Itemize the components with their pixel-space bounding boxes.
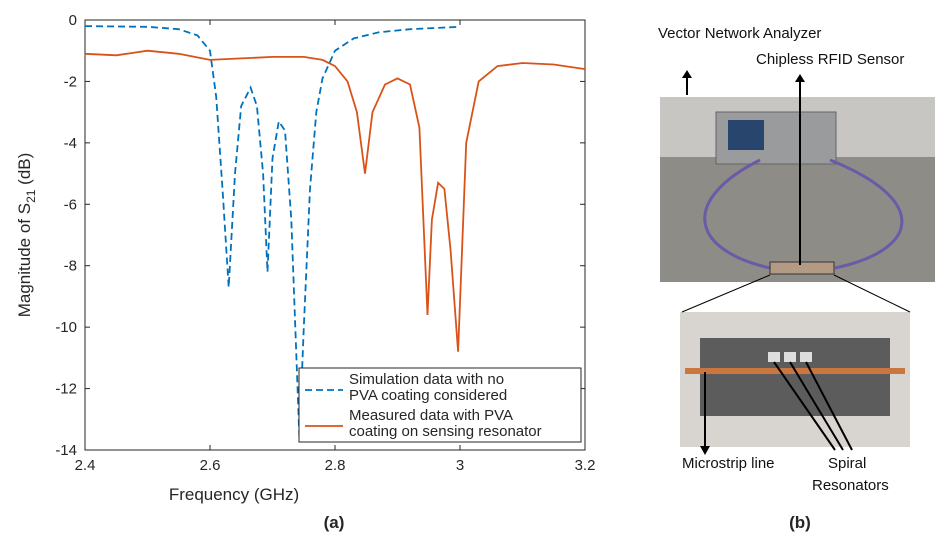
substrate [700, 338, 890, 416]
legend-line: coating on sensing resonator [349, 423, 542, 440]
x-tick-label: 3.2 [575, 457, 596, 474]
x-tick-label: 2.6 [200, 457, 221, 474]
arrow [773, 361, 853, 451]
x-tick-label: 3 [456, 457, 464, 474]
y-label-text: Magnitude of S [15, 203, 34, 317]
legend [298, 367, 582, 443]
photo [660, 70, 935, 455]
caption: (b) [789, 513, 811, 532]
label: Resonators [812, 477, 889, 494]
y-tick-label: -8 [64, 258, 77, 275]
x-axis-label: Frequency (GHz) [169, 485, 299, 504]
legend-line: Simulation data with no [349, 371, 504, 388]
label: Microstrip line [682, 455, 775, 472]
y-label-subscript: 21 [24, 189, 38, 203]
y-tick-label: 0 [69, 12, 77, 29]
y-tick-label: -14 [55, 442, 77, 459]
y-tick-label: -10 [55, 319, 77, 336]
y-tick-label: -4 [64, 135, 77, 152]
label: Vector Network Analyzer [658, 25, 821, 42]
x-tick-label: 2.8 [325, 457, 346, 474]
arrow-head [795, 74, 805, 82]
y-tick-label: -6 [64, 196, 77, 213]
x-tick-label: 2.4 [75, 457, 96, 474]
caption: (a) [324, 513, 345, 532]
arrow-head [700, 446, 710, 455]
y-tick-label: -2 [64, 73, 77, 90]
legend-label: Measured data with PVA coating on sensing… [349, 407, 542, 440]
legend-line: PVA coating considered [349, 387, 507, 404]
sensor [769, 261, 835, 275]
cable [703, 158, 904, 270]
resonator [768, 352, 780, 362]
zoom-line [833, 274, 911, 313]
arrow-head [682, 70, 692, 78]
y-tick-label: -12 [55, 381, 77, 398]
y-axis-label: Magnitude of S21 (dB) [15, 153, 38, 318]
legend-label: Simulation data with no PVA coating consi… [349, 371, 507, 404]
label: Chipless RFID Sensor [756, 51, 904, 68]
series-line [84, 25, 461, 438]
y-label-suffix: (dB) [15, 153, 34, 190]
resonator [784, 352, 796, 362]
series-line [84, 49, 586, 352]
legend-line: Measured data with PVA [349, 407, 513, 424]
zoom-line [681, 274, 771, 313]
resonator [800, 352, 812, 362]
vna-screen [728, 120, 764, 150]
label: Spiral [828, 455, 866, 472]
